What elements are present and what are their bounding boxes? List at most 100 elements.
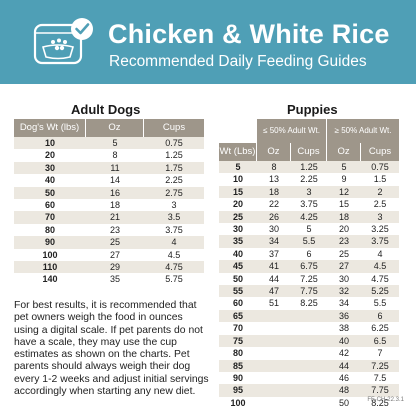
value-cell: 4.25 <box>291 210 328 224</box>
column-header: Cups <box>291 143 328 161</box>
value-cell: 50 <box>327 396 362 410</box>
table-row: 10 5 0.75 <box>14 137 204 150</box>
value-cell: 5.5 <box>361 297 400 310</box>
table-row: 100 27 4.5 <box>14 248 204 262</box>
value-cell: 2.75 <box>144 186 204 200</box>
value-cell <box>257 347 291 360</box>
value-cell: 3 <box>361 210 400 224</box>
value-cell <box>291 334 328 348</box>
table-row: 80 23 3.75 <box>14 223 204 237</box>
value-cell: 5.5 <box>291 235 328 248</box>
adult-feeding-table: Dog's Wt (lbs) Oz Cups 10 5 0.75 20 8 1.25 30 1… <box>14 119 204 286</box>
value-cell: 26 <box>257 210 291 224</box>
value-cell <box>257 309 291 323</box>
value-cell: 5 <box>86 137 144 150</box>
value-cell: 4.75 <box>144 261 204 274</box>
value-cell: 6 <box>291 247 328 261</box>
table-row: 55 47 7.75 32 5.25 <box>219 285 400 298</box>
table-row: 5 8 1.25 5 0.75 <box>219 161 400 174</box>
value-cell <box>257 322 291 335</box>
value-cell: 4 <box>361 247 400 261</box>
value-cell <box>291 359 328 372</box>
column-header: Oz <box>327 143 362 161</box>
value-cell: 40 <box>327 334 362 348</box>
value-cell: 3 <box>291 185 328 199</box>
value-cell: 44 <box>257 272 291 286</box>
value-cell: 23 <box>327 235 362 248</box>
value-cell: 47 <box>257 285 291 298</box>
value-cell: 4 <box>144 236 204 249</box>
weight-cell: 45 <box>219 260 257 273</box>
table-row: 85 44 7.25 <box>219 359 400 372</box>
group-header-high: ≥ 50% Adult Wt. <box>327 119 400 143</box>
table-row: 35 34 5.5 23 3.75 <box>219 235 400 248</box>
value-cell: 3 <box>144 199 204 212</box>
weight-cell: 60 <box>14 199 86 212</box>
weight-cell: 70 <box>14 211 86 224</box>
blank-header-cell <box>219 119 257 143</box>
weight-cell: 100 <box>219 396 257 410</box>
value-cell: 27 <box>327 260 362 273</box>
weight-cell: 70 <box>219 322 257 335</box>
page-title: Chicken & White Rice <box>108 19 390 49</box>
table-row: 90 25 4 <box>14 236 204 249</box>
group-header-low: ≤ 50% Adult Wt. <box>257 119 328 143</box>
weight-cell: 110 <box>14 261 86 274</box>
value-cell: 36 <box>327 309 362 323</box>
feeding-note: For best results, it is recommended that… <box>14 300 209 398</box>
table-row: 90 46 7.5 <box>219 371 400 385</box>
value-cell: 8.25 <box>291 297 328 310</box>
value-cell <box>291 322 328 335</box>
dog-bowl-check-icon <box>33 18 93 65</box>
table-row: 15 18 3 12 2 <box>219 185 400 199</box>
table-row: 80 42 7 <box>219 347 400 360</box>
table-row: 25 26 4.25 18 3 <box>219 210 400 224</box>
value-cell: 20 <box>327 223 362 236</box>
weight-cell: 5 <box>219 161 257 174</box>
puppy-feeding-table: ≤ 50% Adult Wt. ≥ 50% Adult Wt. Wt (Lbs)… <box>219 119 400 410</box>
weight-cell: 40 <box>219 247 257 261</box>
value-cell: 18 <box>257 185 291 199</box>
value-cell: 5.25 <box>361 285 400 298</box>
value-cell: 12 <box>327 185 362 199</box>
table-row: 45 41 6.75 27 4.5 <box>219 260 400 273</box>
column-header: Cups <box>144 119 204 137</box>
table-row: 50 16 2.75 <box>14 186 204 200</box>
value-cell: 37 <box>257 247 291 261</box>
value-cell: 2 <box>361 185 400 199</box>
value-cell <box>291 371 328 385</box>
column-header: Oz <box>257 143 291 161</box>
weight-cell: 80 <box>14 223 86 237</box>
weight-cell: 20 <box>219 198 257 211</box>
weight-cell: 90 <box>219 371 257 385</box>
value-cell: 27 <box>86 248 144 262</box>
value-cell: 8 <box>86 149 144 162</box>
value-cell: 9 <box>327 173 362 186</box>
table-row: 30 30 5 20 3.25 <box>219 223 400 236</box>
table-row: 75 40 6.5 <box>219 334 400 348</box>
value-cell: 44 <box>327 359 362 372</box>
weight-cell: 15 <box>219 185 257 199</box>
value-cell <box>257 371 291 385</box>
weight-cell: 55 <box>219 285 257 298</box>
value-cell: 32 <box>327 285 362 298</box>
value-cell: 2.25 <box>291 173 328 186</box>
value-cell: 21 <box>86 211 144 224</box>
weight-cell: 85 <box>219 359 257 372</box>
value-cell: 1.5 <box>361 173 400 186</box>
value-cell <box>291 347 328 360</box>
table-row: 40 14 2.25 <box>14 174 204 187</box>
value-cell: 25 <box>86 236 144 249</box>
value-cell: 30 <box>327 272 362 286</box>
value-cell: 7.75 <box>291 285 328 298</box>
value-cell: 11 <box>86 161 144 175</box>
value-cell: 8 <box>257 161 291 174</box>
value-cell: 35 <box>86 273 144 286</box>
table-row: 60 51 8.25 34 5.5 <box>219 297 400 310</box>
value-cell: 51 <box>257 297 291 310</box>
weight-cell: 140 <box>14 273 86 286</box>
table-row: 70 21 3.5 <box>14 211 204 224</box>
value-cell: 16 <box>86 186 144 200</box>
table-row: 110 29 4.75 <box>14 261 204 274</box>
column-header: Cups <box>361 143 400 161</box>
